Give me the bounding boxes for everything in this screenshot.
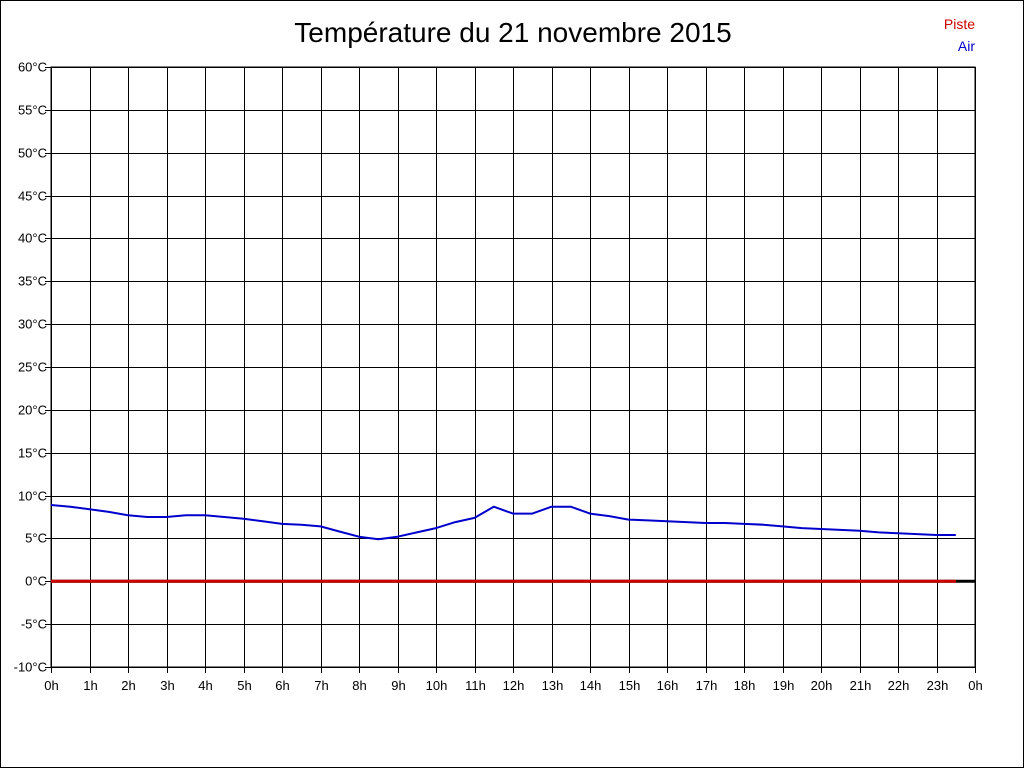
y-tick-label: 0°C [25,574,47,589]
x-tick-label: 21h [850,678,872,693]
x-tick-label: 1h [83,678,97,693]
x-tick-label: 13h [542,678,564,693]
y-tick-label: 25°C [18,360,47,375]
x-tick-label: 0h [968,678,982,693]
y-tick-label: 10°C [18,489,47,504]
y-tick-label: -5°C [21,617,47,632]
x-tick-label: 9h [391,678,405,693]
x-tick-label: 18h [734,678,756,693]
x-tick-label: 2h [121,678,135,693]
y-tick-label: 5°C [25,531,47,546]
chart-title: Température du 21 novembre 2015 [294,17,732,48]
y-tick-label: 20°C [18,403,47,418]
x-tick-label: 16h [657,678,679,693]
y-tick-label: 15°C [18,446,47,461]
legend-item-air: Air [957,38,975,54]
y-tick-label: 55°C [18,103,47,118]
x-tick-label: 4h [198,678,212,693]
y-tick-label: 40°C [18,231,47,246]
x-tick-label: 10h [426,678,448,693]
x-tick-label: 3h [160,678,174,693]
y-tick-label: 60°C [18,60,47,75]
y-tick-label: 50°C [18,146,47,161]
y-tick-label: 30°C [18,317,47,332]
x-tick-label: 12h [503,678,525,693]
x-tick-label: 19h [773,678,795,693]
y-tick-label: 45°C [18,189,47,204]
x-tick-label: 23h [927,678,949,693]
x-tick-label: 17h [696,678,718,693]
series-line-air [50,504,956,541]
x-tick-label: 5h [237,678,251,693]
x-tick-label: 0h [44,678,58,693]
x-tick-label: 6h [275,678,289,693]
x-tick-label: 8h [352,678,366,693]
x-tick-label: 15h [619,678,641,693]
legend-item-piste: Piste [943,16,975,32]
y-tick-label: 35°C [18,274,47,289]
y-tick-label: -10°C [14,660,47,675]
x-tick-label: 7h [314,678,328,693]
x-tick-label: 14h [580,678,602,693]
legend: Piste Air [944,13,975,57]
x-tick-label: 11h [465,678,486,693]
x-tick-label: 20h [811,678,833,693]
x-tick-label: 22h [888,678,910,693]
